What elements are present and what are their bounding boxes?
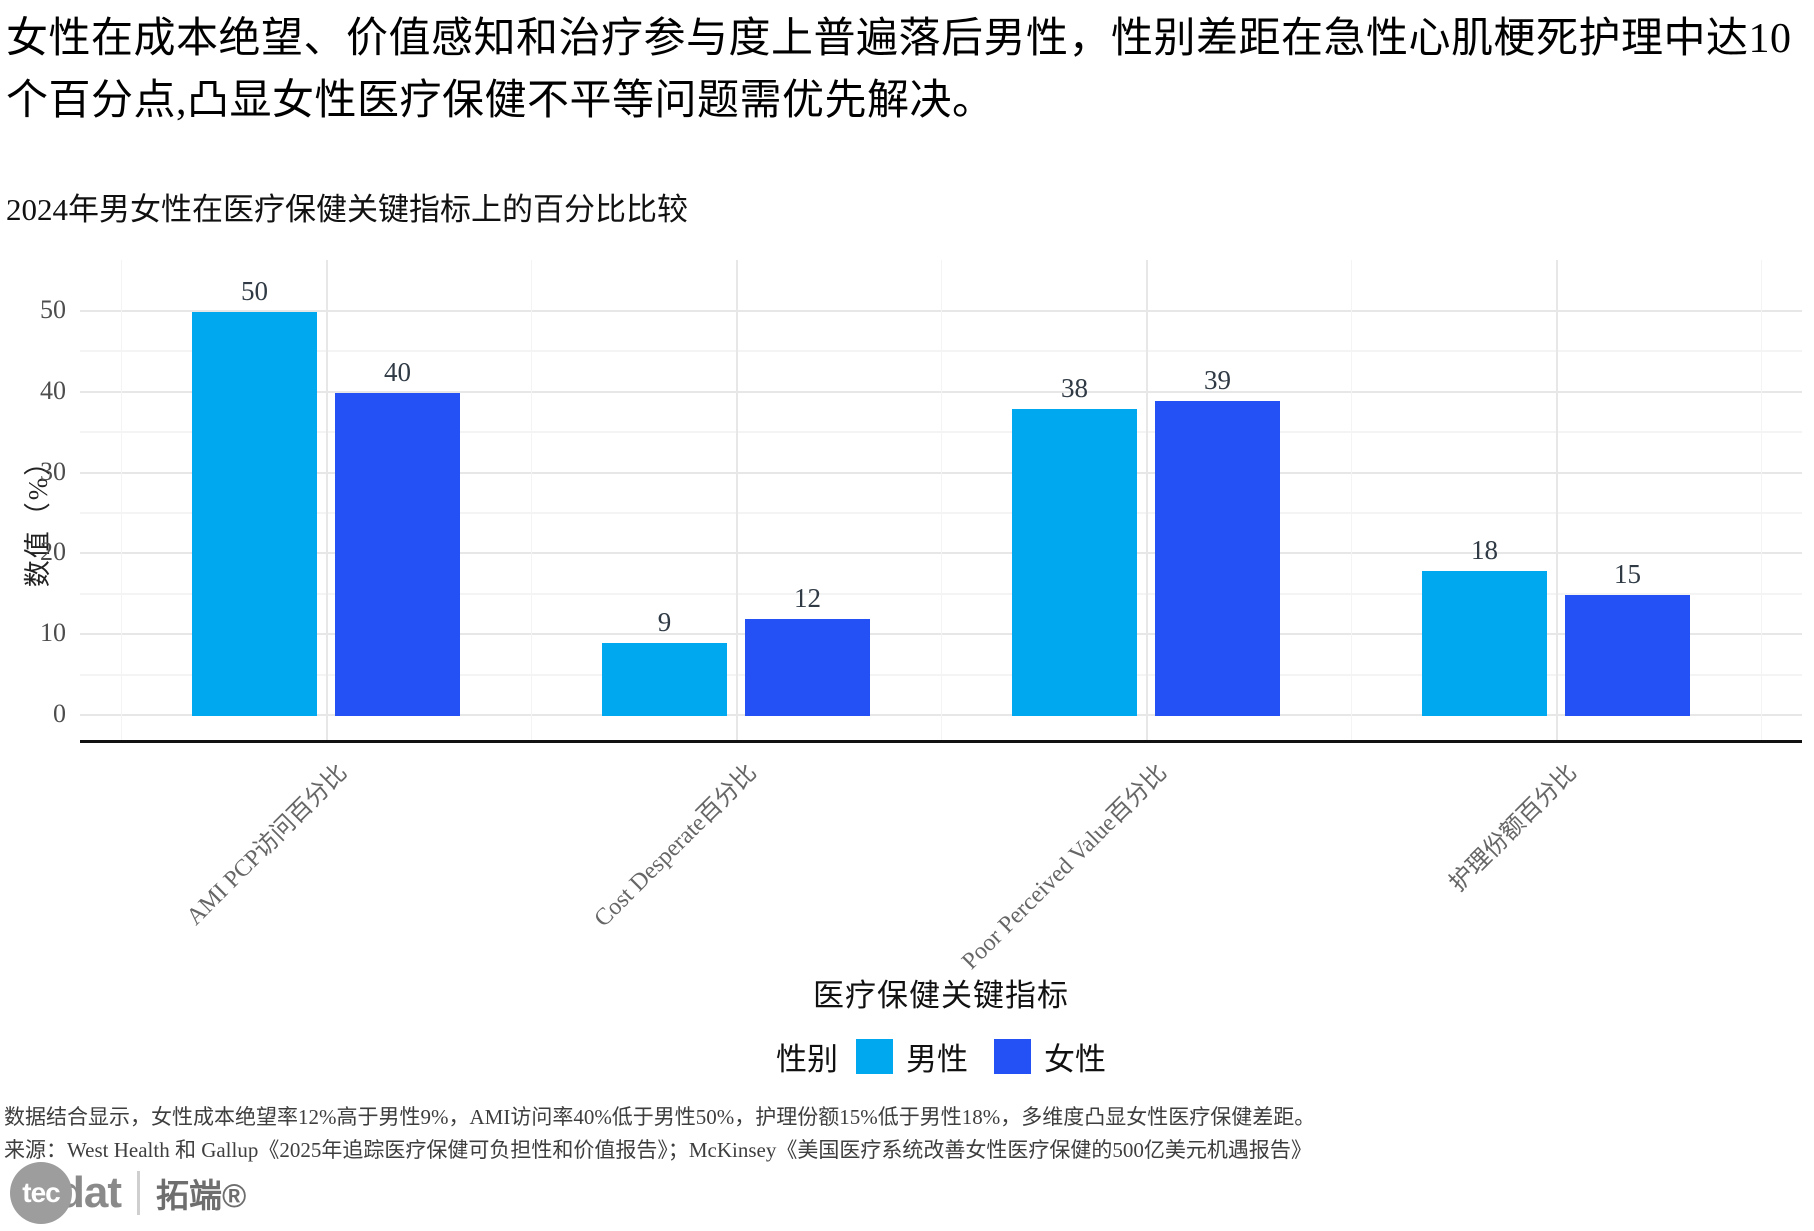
gridline-h-minor [80,512,1802,514]
bar-value-label: 40 [384,356,411,387]
y-tick-label: 20 [40,537,66,567]
gridline-h-minor [80,350,1802,353]
gridline-h-major [80,633,1802,636]
headline: 女性在成本绝望、价值感知和治疗参与度上普遍落后男性，性别差距在急性心肌梗死护理中… [6,16,1792,125]
y-axis-title: 数值（%） [23,446,53,588]
gridline-h-major [80,552,1802,555]
x-tick-label: Poor Perceived Value百分比 [956,759,1173,975]
gridline-v-major [326,260,328,743]
y-tick-label: 50 [40,295,66,324]
gridline-v-minor [941,260,942,743]
y-tick-label: 30 [40,456,66,486]
legend-label-female: 女性 [1044,1041,1106,1077]
bar-male [602,643,727,716]
bar-male [1012,408,1137,716]
bar-male [192,312,317,716]
gridline-v-minor [1351,260,1352,743]
gridline-v-minor [121,260,122,743]
chart-title: 2024年男女性在医疗保健关键指标上的百分比比较 [6,192,688,227]
legend-item-female: 女性 [994,1034,1106,1079]
gridline-h-major [80,390,1802,393]
bar-female [1155,400,1280,716]
bar-female [1565,594,1690,716]
gridline-v-major [1146,260,1148,743]
x-tick-label: AMI PCP访问百分比 [181,759,353,931]
bar-value-label: 50 [241,276,268,306]
gridline-v-major [736,260,738,743]
footnote: 数据结合显示，女性成本绝望率12%高于男性9%，AMI访问率40%低于男性50%… [4,1105,1316,1129]
gridline-v-minor [531,260,532,743]
x-tick-label: 护理份额百分比 [1444,759,1583,897]
y-tick-label: 0 [53,699,66,728]
gridline-h-major [80,310,1802,312]
gridline-h-major [80,714,1802,716]
legend-swatch-male [856,1038,893,1074]
y-tick-label: 10 [40,618,66,648]
gridline-h-minor [80,673,1802,676]
bar-value-label: 39 [1204,364,1231,395]
gridline-v-minor [1761,260,1762,743]
bar-value-label: 15 [1614,558,1641,589]
legend: 性别 男性 女性 [80,1030,1802,1082]
bar-value-label: 9 [657,607,672,638]
tecdat-logo: tec dat 拓端® [10,1161,246,1225]
legend-title: 性别 [776,1041,838,1077]
y-tick-label: 40 [40,375,66,405]
x-axis-title: 医疗保健关键指标 [813,978,1069,1013]
legend-swatch-female [994,1038,1031,1074]
bar-value-label: 12 [794,583,821,614]
gridline-h-minor [80,592,1802,595]
x-axis-line [80,740,1802,743]
bar-value-label: 38 [1061,372,1088,403]
legend-label-male: 男性 [906,1041,968,1077]
plot-panel: 50 9 38 18 40 12 39 15 [80,260,1802,743]
x-tick-label: Cost Desperate百分比 [589,759,763,933]
tecdat-logo-mark: tec [10,1162,72,1224]
bar-male [1422,570,1547,716]
tecdat-logo-mark-text: tec [22,1177,60,1208]
legend-item-male: 男性 [856,1034,968,1079]
gridline-h-minor [80,431,1802,434]
legend-items: 男性 女性 [856,1034,1106,1079]
tecdat-logo-cn: 拓端® [156,1177,247,1214]
bar-value-label: 18 [1471,534,1498,565]
source-note: 来源：West Health 和 Gallup《2025年追踪医疗保健可负担性和… [4,1138,1312,1162]
gridline-v-major [1556,260,1558,743]
bar-female [745,619,870,716]
gridline-h-major [80,471,1802,474]
logo-divider [137,1171,140,1215]
bar-female [335,392,460,716]
